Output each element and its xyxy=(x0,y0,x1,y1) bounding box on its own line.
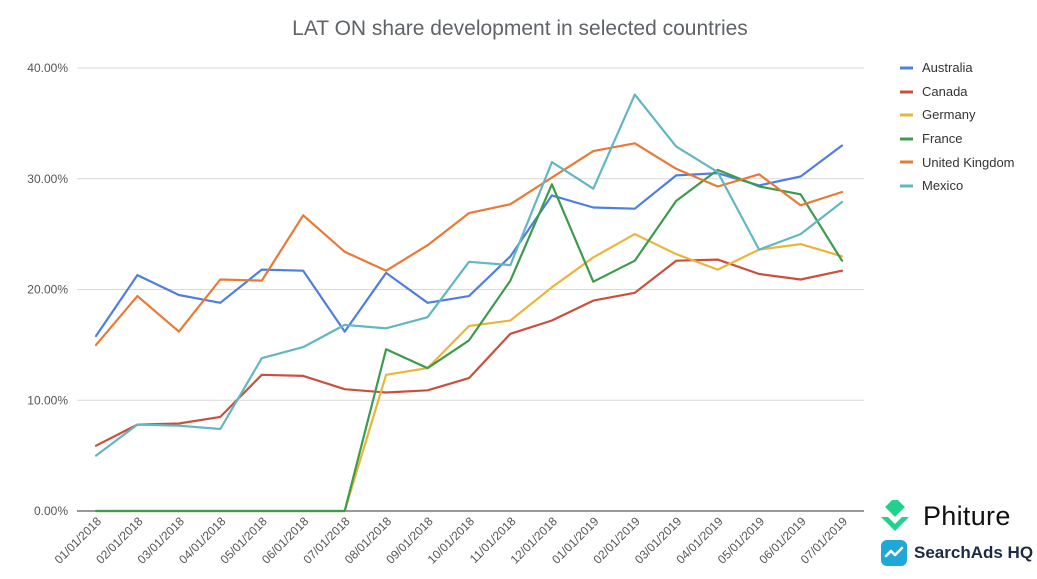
series-line-germany xyxy=(94,233,844,513)
legend-label-australia: Australia xyxy=(922,60,973,75)
y-tick-label: 40.00% xyxy=(27,61,68,75)
x-axis-ticks: 01/01/201802/01/201803/01/201804/01/2018… xyxy=(52,514,851,567)
legend-label-united-kingdom: United Kingdom xyxy=(922,155,1015,170)
y-tick-label: 10.00% xyxy=(27,393,68,407)
y-tick-label: 20.00% xyxy=(27,283,68,297)
searchads-hq-icon xyxy=(881,540,907,566)
series-line-france xyxy=(94,168,844,513)
phiture-brand: Phiture xyxy=(879,499,1011,533)
y-tick-label: 30.00% xyxy=(27,172,68,186)
legend-label-canada: Canada xyxy=(922,84,968,99)
searchads-hq-name: SearchAds HQ xyxy=(914,543,1034,562)
series-line-canada xyxy=(94,258,844,447)
data-series xyxy=(94,93,844,513)
phiture-diamond-icon xyxy=(881,500,909,531)
searchads-hq-brand: SearchAds HQ xyxy=(881,540,1033,566)
legend: Australia Canada Germany France United K… xyxy=(900,60,1015,193)
y-tick-label: 0.00% xyxy=(34,504,68,518)
legend-label-france: France xyxy=(922,131,962,146)
legend-label-mexico: Mexico xyxy=(922,178,963,193)
legend-label-germany: Germany xyxy=(922,107,976,122)
series-line-mexico xyxy=(94,93,844,457)
y-axis-ticks: 0.00% 10.00% 20.00% 30.00% 40.00% xyxy=(27,61,68,518)
phiture-name: Phiture xyxy=(923,500,1011,531)
series-line-united-kingdom xyxy=(94,142,844,346)
gridlines xyxy=(77,67,864,401)
chart-title: LAT ON share development in selected cou… xyxy=(292,17,748,40)
